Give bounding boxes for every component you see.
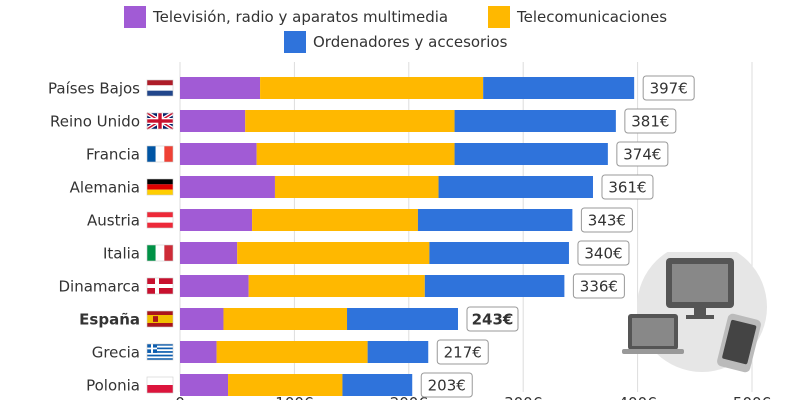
category-label: Dinamarca bbox=[59, 278, 141, 296]
x-tick-label: 400€ bbox=[619, 394, 657, 400]
flag-it-icon bbox=[146, 244, 174, 262]
category-label: Polonia bbox=[86, 377, 140, 395]
bar-segment bbox=[256, 143, 455, 165]
flag-at-icon bbox=[146, 211, 174, 229]
total-callout bbox=[436, 339, 489, 365]
legend-swatch-tv bbox=[124, 6, 146, 28]
bar-segment bbox=[180, 341, 217, 363]
total-label: 361€ bbox=[608, 179, 646, 197]
bar-segment bbox=[237, 242, 430, 264]
total-label: 217€ bbox=[444, 344, 482, 362]
legend-swatch-telecom bbox=[488, 6, 510, 28]
bar-segment bbox=[424, 275, 565, 297]
total-label: 374€ bbox=[623, 146, 661, 164]
flag-es-icon bbox=[146, 310, 174, 328]
total-callout bbox=[624, 108, 677, 134]
flag-de-icon bbox=[146, 178, 174, 196]
legend-label-tv: Televisión, radio y aparatos multimedia bbox=[153, 8, 449, 26]
flag-pl-icon bbox=[146, 376, 174, 394]
category-label: Italia bbox=[103, 245, 140, 263]
legend-label-telecom: Telecomunicaciones bbox=[517, 8, 668, 26]
total-label: 381€ bbox=[631, 113, 669, 131]
category-label: Alemania bbox=[70, 179, 140, 197]
category-label: Países Bajos bbox=[48, 80, 140, 98]
bar-segment bbox=[180, 176, 275, 198]
total-label: 203€ bbox=[428, 377, 466, 395]
total-callout bbox=[466, 306, 519, 332]
x-tick-label: 300€ bbox=[504, 394, 542, 400]
legend-item-tv: Televisión, radio y aparatos multimedia bbox=[124, 6, 448, 28]
flag-gr-icon bbox=[146, 343, 174, 361]
bar-segment bbox=[223, 308, 348, 330]
bar-segment bbox=[429, 242, 569, 264]
flag-fr-icon bbox=[146, 145, 174, 163]
bar-segment bbox=[454, 143, 608, 165]
bar-segment bbox=[454, 110, 616, 132]
total-callout bbox=[572, 273, 625, 299]
bar-segment bbox=[180, 110, 246, 132]
bar-segment bbox=[245, 110, 455, 132]
x-tick-label: 0 bbox=[175, 394, 185, 400]
bar-segment bbox=[180, 308, 224, 330]
legend-swatch-computers bbox=[284, 31, 306, 53]
total-callout bbox=[580, 207, 633, 233]
bar-segment bbox=[180, 374, 229, 396]
legend-item-telecom: Telecomunicaciones bbox=[488, 6, 667, 28]
legend-item-computers: Ordenadores y accesorios bbox=[284, 31, 507, 53]
bar-segment bbox=[483, 77, 635, 99]
bar-segment bbox=[367, 341, 429, 363]
total-callout bbox=[616, 141, 669, 167]
devices-illustration-icon bbox=[622, 242, 772, 377]
category-label: España bbox=[79, 311, 140, 329]
x-tick-label: 200€ bbox=[390, 394, 428, 400]
bar-segment bbox=[260, 77, 484, 99]
total-label: 343€ bbox=[588, 212, 626, 230]
total-callout bbox=[642, 75, 695, 101]
bar-segment bbox=[180, 209, 253, 231]
flag-uk-icon bbox=[145, 111, 175, 131]
bar-segment bbox=[228, 374, 343, 396]
bar-segment bbox=[216, 341, 368, 363]
bar-segment bbox=[347, 308, 458, 330]
legend: Televisión, radio y aparatos multimedia … bbox=[0, 0, 800, 56]
legend-label-computers: Ordenadores y accesorios bbox=[313, 33, 508, 51]
category-label: Reino Unido bbox=[50, 113, 140, 131]
x-tick-label: 500€ bbox=[733, 394, 771, 400]
category-label: Austria bbox=[87, 212, 140, 230]
total-callout bbox=[577, 240, 630, 266]
bar-segment bbox=[180, 77, 261, 99]
category-label: Francia bbox=[86, 146, 140, 164]
total-label: 340€ bbox=[584, 245, 622, 263]
bar-segment bbox=[180, 275, 249, 297]
total-label: 336€ bbox=[580, 278, 618, 296]
bar-segment bbox=[248, 275, 425, 297]
category-label: Grecia bbox=[92, 344, 140, 362]
bar-segment bbox=[417, 209, 573, 231]
bar-segment bbox=[274, 176, 439, 198]
x-tick-label: 100€ bbox=[275, 394, 313, 400]
flag-dk-icon bbox=[146, 277, 174, 295]
total-label: 397€ bbox=[650, 80, 688, 98]
bar-segment bbox=[342, 374, 413, 396]
flag-nl-icon bbox=[146, 79, 174, 97]
bar-segment bbox=[180, 242, 238, 264]
total-callout bbox=[420, 372, 473, 398]
bar-segment bbox=[438, 176, 593, 198]
total-label: 243€ bbox=[472, 311, 514, 329]
bar-segment bbox=[252, 209, 418, 231]
bar-segment bbox=[180, 143, 257, 165]
total-callout bbox=[601, 174, 654, 200]
